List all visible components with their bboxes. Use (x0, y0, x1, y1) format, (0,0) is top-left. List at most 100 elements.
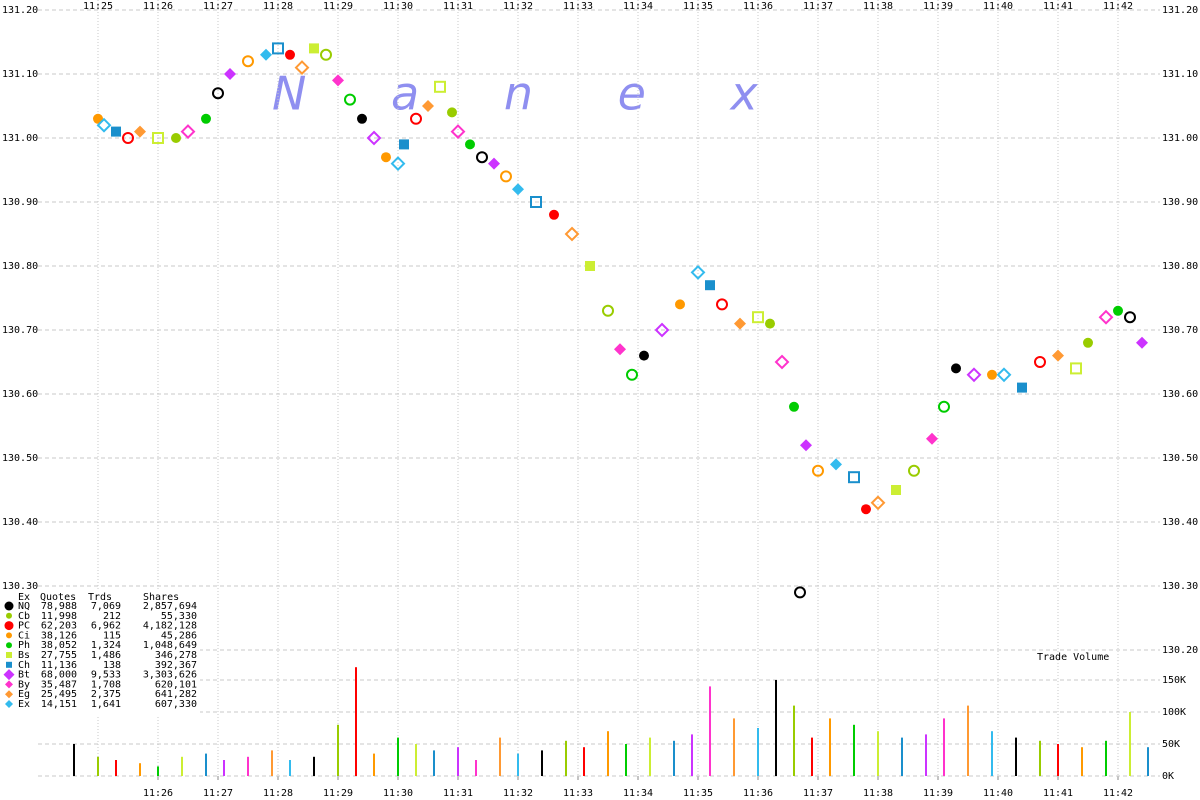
quote-point (171, 133, 181, 143)
quote-point (585, 261, 595, 271)
volume-bar (97, 756, 99, 776)
volume-bar (757, 728, 759, 776)
y-tick-label: 130.60 (2, 389, 38, 400)
y-tick-label: 131.00 (2, 133, 38, 144)
legend-marker (6, 632, 12, 639)
volume-bar (967, 705, 969, 776)
y-tick-label: 130.80 (2, 261, 38, 272)
x-tick-label: 11:32 (503, 788, 533, 799)
x-tick-label: 11:34 (623, 1, 653, 12)
quote-point (1124, 311, 1136, 324)
x-tick-label: 11:31 (443, 788, 473, 799)
x-tick-label: 11:28 (263, 1, 293, 12)
legend-cell: 62,203 (41, 621, 77, 632)
quote-point (285, 49, 295, 60)
x-tick-label: 11:41 (1043, 788, 1073, 799)
volume-bar (355, 667, 357, 776)
legend-cell: 346,278 (155, 650, 197, 661)
quote-point (800, 439, 812, 452)
legend-header: Quotes (40, 592, 76, 603)
legend-cell: 641,282 (155, 689, 197, 700)
legend-cell: Eg (18, 689, 30, 700)
x-tick-label: 11:36 (743, 1, 773, 12)
quote-point (180, 124, 196, 140)
legend-cell: 35,487 (41, 679, 77, 690)
legend-marker (4, 601, 14, 611)
y-tick-label: 131.20 (1162, 5, 1198, 16)
quote-point (861, 504, 871, 515)
x-tick-label: 11:39 (923, 788, 953, 799)
x-tick-label: 11:33 (563, 788, 593, 799)
quote-point (765, 318, 775, 329)
legend-cell: 78,988 (41, 601, 77, 612)
volume-bar (1129, 712, 1131, 776)
quote-point (675, 299, 685, 310)
legend-marker (5, 700, 13, 708)
legend-cell: 2,375 (91, 689, 121, 700)
x-tick-label: 11:26 (143, 1, 173, 12)
x-tick-label: 11:26 (143, 788, 173, 799)
legend-cell: 115 (103, 630, 121, 641)
legend-cell: 45,286 (161, 630, 197, 641)
legend-cell: 68,000 (41, 670, 77, 681)
y-tick-label: 130.90 (1162, 197, 1198, 208)
legend-cell: 38,126 (41, 630, 77, 641)
quote-point (152, 132, 164, 144)
volume-bar (691, 734, 693, 776)
y-tick-label: 131.10 (2, 69, 38, 80)
quote-point (938, 400, 950, 413)
quote-point (201, 113, 211, 124)
legend-cell: 38,052 (41, 640, 77, 651)
legend-cell: Cb (18, 611, 30, 622)
legend-cell: Ex (18, 699, 30, 710)
y-tick-label: 130.30 (2, 581, 38, 592)
quote-point (1136, 336, 1148, 349)
x-tick-label: 11:28 (263, 788, 293, 799)
y-tick-label: 130.30 (1162, 581, 1198, 592)
volume-bar (1081, 747, 1083, 776)
quote-point (1083, 337, 1093, 348)
legend-cell: 4,182,128 (143, 621, 197, 632)
y-tick-label: 130.80 (1162, 261, 1198, 272)
x-tick-label: 11:40 (983, 788, 1013, 799)
legend-cell: Bs (18, 650, 30, 661)
volume-bar (649, 737, 651, 776)
x-tick-label: 11:27 (203, 788, 233, 799)
legend-cell: NQ (18, 601, 30, 612)
volume-bar (475, 760, 477, 776)
volume-bar (157, 766, 159, 776)
y-tick-label: 130.50 (1162, 453, 1198, 464)
legend-header: Trds (88, 592, 112, 603)
quote-point (549, 209, 559, 220)
quote-point (752, 311, 764, 324)
quote-point (848, 471, 860, 484)
volume-bar (499, 737, 501, 776)
volume-bar (139, 763, 141, 776)
legend-background (0, 590, 200, 715)
legend-cell: 55,330 (161, 611, 197, 622)
volume-bar (181, 756, 183, 776)
legend-marker (6, 612, 12, 619)
x-tick-label: 11:31 (443, 1, 473, 12)
quote-point (434, 80, 446, 93)
legend-cell: Ch (18, 660, 30, 671)
volume-bar (1039, 740, 1041, 776)
legend-cell: 2,857,694 (143, 601, 197, 612)
y-tick-label: 131.20 (2, 5, 38, 16)
legend-cell: 11,998 (41, 611, 77, 622)
volume-bar (607, 731, 609, 776)
quote-point (626, 368, 638, 381)
volume-bar (1147, 747, 1149, 776)
legend-cell: Ci (18, 630, 30, 641)
volume-bar (811, 737, 813, 776)
quote-point (812, 464, 824, 477)
quote-point (224, 68, 236, 80)
volume-bar (943, 718, 945, 776)
volume-bar (793, 705, 795, 776)
quote-point (96, 117, 112, 133)
volume-tick-label: 0K (1162, 771, 1174, 782)
legend-marker (3, 669, 15, 681)
legend-cell: 6,962 (91, 621, 121, 632)
volume-bar (271, 750, 273, 776)
quote-point (242, 55, 254, 68)
